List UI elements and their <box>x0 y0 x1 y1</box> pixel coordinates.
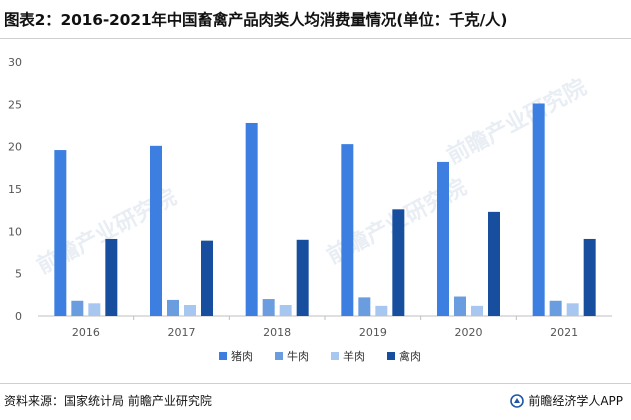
x-tick-label-2017: 2017 <box>168 326 196 339</box>
y-tick-label-25: 25 <box>8 98 22 111</box>
bar-2020-羊肉 <box>471 305 483 316</box>
y-tick-label-30: 30 <box>8 56 22 69</box>
footer-divider <box>0 383 631 384</box>
bar-2016-牛肉 <box>71 300 84 316</box>
bar-2021-羊肉 <box>566 303 579 316</box>
x-tick-label-2018: 2018 <box>263 326 291 339</box>
bar-2016-禽肉 <box>105 238 118 316</box>
legend-label-猪肉: 猪肉 <box>231 350 253 363</box>
legend-label-羊肉: 羊肉 <box>343 349 365 363</box>
bar-2021-禽肉 <box>583 238 596 316</box>
legend-swatch-猪肉 <box>219 352 227 360</box>
bar-2016-猪肉 <box>54 150 67 316</box>
bar-2020-猪肉 <box>437 161 449 316</box>
bar-2018-猪肉 <box>245 122 258 317</box>
legend-swatch-羊肉 <box>331 352 339 360</box>
legend-label-牛肉: 牛肉 <box>287 349 309 363</box>
y-tick-label-10: 10 <box>8 225 22 238</box>
bar-2019-禽肉 <box>392 209 405 316</box>
x-tick-label-2020: 2020 <box>455 326 483 339</box>
bar-2020-牛肉 <box>454 296 466 316</box>
x-tick-label-2019: 2019 <box>359 326 387 339</box>
title-divider <box>0 38 631 39</box>
bar-2018-禽肉 <box>296 239 309 316</box>
bar-2017-羊肉 <box>184 304 196 316</box>
y-tick-label-20: 20 <box>8 141 22 154</box>
bar-2020-禽肉 <box>488 211 500 316</box>
brand-label: 前瞻经济学人APP <box>528 394 623 408</box>
footer: 资料来源：国家统计局 前瞻产业研究院 前瞻经济学人APP <box>4 386 627 416</box>
bar-2019-猪肉 <box>341 144 354 316</box>
source-note: 资料来源：国家统计局 前瞻产业研究院 <box>4 394 212 408</box>
bar-2017-牛肉 <box>167 299 179 316</box>
x-tick-label-2016: 2016 <box>72 326 100 339</box>
bar-2017-禽肉 <box>201 240 213 316</box>
watermark-text-2: 前瞻产业研究院 <box>443 74 591 169</box>
y-tick-label-0: 0 <box>15 310 22 323</box>
bar-2021-猪肉 <box>532 103 545 316</box>
y-tick-label-5: 5 <box>15 268 22 281</box>
bar-2017-猪肉 <box>150 145 162 316</box>
bar-chart: 前瞻产业研究院前瞻产业研究院前瞻产业研究院0510152025302016201… <box>8 56 612 363</box>
bar-2021-牛肉 <box>549 300 562 316</box>
bar-2019-羊肉 <box>375 305 388 316</box>
bar-2018-牛肉 <box>262 299 275 316</box>
bar-2018-羊肉 <box>279 304 292 316</box>
bar-2019-牛肉 <box>358 297 371 316</box>
chart-title: 图表2：2016-2021年中国畜禽产品肉类人均消费量情况(单位：千克/人) <box>4 11 508 29</box>
legend-swatch-牛肉 <box>275 352 283 360</box>
brand: 前瞻经济学人APP <box>510 386 623 416</box>
y-tick-label-15: 15 <box>8 183 22 196</box>
brand-logo-icon <box>510 394 525 408</box>
legend-label-禽肉: 禽肉 <box>399 349 421 363</box>
legend-swatch-禽肉 <box>387 352 395 360</box>
bar-2016-羊肉 <box>88 303 101 316</box>
x-tick-label-2021: 2021 <box>550 326 578 339</box>
